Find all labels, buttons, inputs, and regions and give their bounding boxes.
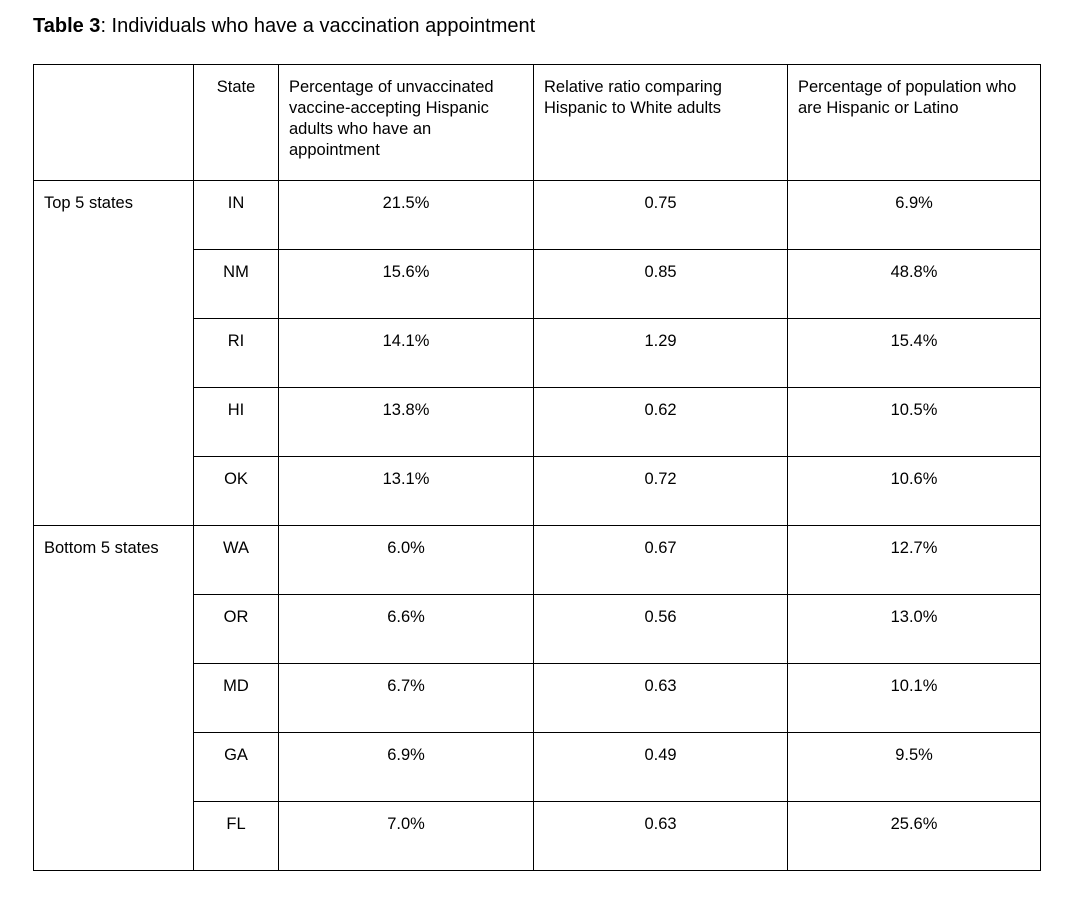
cell-relative-ratio: 0.49 — [533, 732, 788, 802]
cell-pct-population: 10.5% — [787, 387, 1041, 457]
cell-state: WA — [193, 525, 279, 595]
table-title-text: : Individuals who have a vaccination app… — [100, 15, 536, 37]
cell-relative-ratio: 0.67 — [533, 525, 788, 595]
cell-pct-population: 13.0% — [787, 594, 1041, 664]
table-row: Bottom 5 states WA 6.0% 0.67 12.7% — [33, 525, 1041, 871]
cell-pct-population: 12.7% — [787, 525, 1041, 595]
table-title-number: Table 3 — [33, 15, 101, 37]
cell-relative-ratio: 0.62 — [533, 387, 788, 457]
header-cell-group — [33, 64, 194, 181]
cell-pct-population: 15.4% — [787, 318, 1041, 388]
table-title: Table 3: Individuals who have a vaccinat… — [33, 13, 535, 39]
cell-state: OR — [193, 594, 279, 664]
cell-state: HI — [193, 387, 279, 457]
cell-state: OK — [193, 456, 279, 526]
header-cell-pct-appointment: Percentage of unvaccinated vaccine-accep… — [278, 64, 534, 181]
cell-relative-ratio: 0.63 — [533, 663, 788, 733]
cell-state: FL — [193, 801, 279, 871]
table-row: Top 5 states IN 21.5% 0.75 6.9% — [33, 180, 1041, 526]
cell-pct-appointment: 6.0% — [278, 525, 534, 595]
header-cell-relative-ratio: Relative ratio comparing Hispanic to Whi… — [533, 64, 788, 181]
group-label-bottom5: Bottom 5 states — [33, 525, 194, 871]
table-row: GA 6.9% 0.49 9.5% — [34, 732, 1041, 802]
cell-pct-appointment: 6.6% — [278, 594, 534, 664]
table-row: OK 13.1% 0.72 10.6% — [34, 456, 1041, 526]
cell-pct-population: 48.8% — [787, 249, 1041, 319]
cell-state: NM — [193, 249, 279, 319]
cell-state: RI — [193, 318, 279, 388]
cell-pct-population: 9.5% — [787, 732, 1041, 802]
cell-pct-appointment: 14.1% — [278, 318, 534, 388]
cell-state: MD — [193, 663, 279, 733]
cell-state: GA — [193, 732, 279, 802]
cell-state: IN — [193, 180, 279, 250]
cell-relative-ratio: 0.72 — [533, 456, 788, 526]
table-row: HI 13.8% 0.62 10.5% — [34, 387, 1041, 457]
table-row: OR 6.6% 0.56 13.0% — [34, 594, 1041, 664]
cell-pct-population: 10.1% — [787, 663, 1041, 733]
table-row: RI 14.1% 1.29 15.4% — [34, 318, 1041, 388]
header-cell-state: State — [193, 64, 279, 181]
table-row: MD 6.7% 0.63 10.1% — [34, 663, 1041, 733]
header-row: State Percentage of unvaccinated vaccine… — [33, 64, 1041, 181]
cell-pct-population: 6.9% — [787, 180, 1041, 250]
cell-relative-ratio: 1.29 — [533, 318, 788, 388]
cell-pct-appointment: 6.7% — [278, 663, 534, 733]
cell-relative-ratio: 0.56 — [533, 594, 788, 664]
group-label-top5: Top 5 states — [33, 180, 194, 526]
cell-pct-appointment: 7.0% — [278, 801, 534, 871]
cell-pct-appointment: 15.6% — [278, 249, 534, 319]
cell-pct-population: 25.6% — [787, 801, 1041, 871]
header-cell-pct-population: Percentage of population who are Hispani… — [787, 64, 1041, 181]
cell-pct-appointment: 13.1% — [278, 456, 534, 526]
cell-relative-ratio: 0.85 — [533, 249, 788, 319]
cell-relative-ratio: 0.75 — [533, 180, 788, 250]
cell-relative-ratio: 0.63 — [533, 801, 788, 871]
cell-pct-appointment: 6.9% — [278, 732, 534, 802]
vaccination-appointment-table: State Percentage of unvaccinated vaccine… — [33, 64, 1041, 871]
cell-pct-population: 10.6% — [787, 456, 1041, 526]
table-row: NM 15.6% 0.85 48.8% — [34, 249, 1041, 319]
cell-pct-appointment: 21.5% — [278, 180, 534, 250]
cell-pct-appointment: 13.8% — [278, 387, 534, 457]
table-row: FL 7.0% 0.63 25.6% — [34, 801, 1041, 871]
